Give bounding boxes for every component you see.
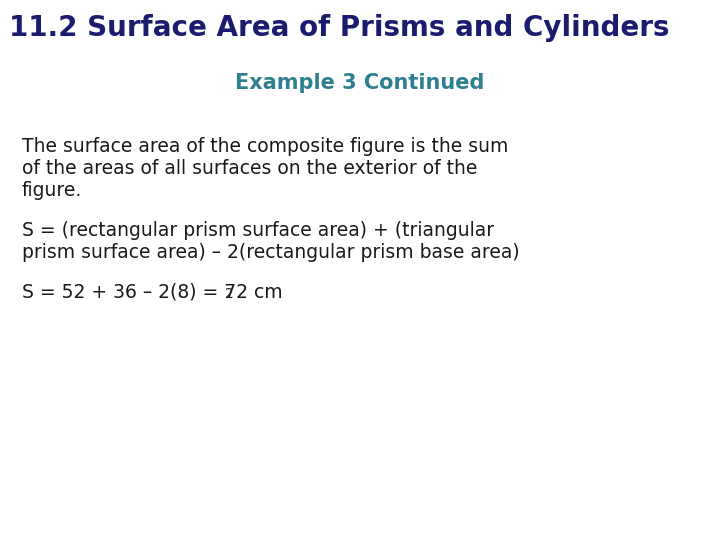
Text: prism surface area) – 2(rectangular prism base area): prism surface area) – 2(rectangular pris…	[22, 243, 520, 262]
Text: The surface area of the composite figure is the sum: The surface area of the composite figure…	[22, 137, 508, 156]
Text: 2: 2	[225, 287, 233, 301]
Text: figure.: figure.	[22, 181, 82, 200]
Text: S = 52 + 36 – 2(8) = 72 cm: S = 52 + 36 – 2(8) = 72 cm	[22, 283, 283, 302]
Text: 11.2 Surface Area of Prisms and Cylinders: 11.2 Surface Area of Prisms and Cylinder…	[9, 14, 669, 42]
Text: Example 3 Continued: Example 3 Continued	[235, 73, 485, 93]
Text: S = (rectangular prism surface area) + (triangular: S = (rectangular prism surface area) + (…	[22, 221, 494, 240]
Text: of the areas of all surfaces on the exterior of the: of the areas of all surfaces on the exte…	[22, 159, 477, 178]
